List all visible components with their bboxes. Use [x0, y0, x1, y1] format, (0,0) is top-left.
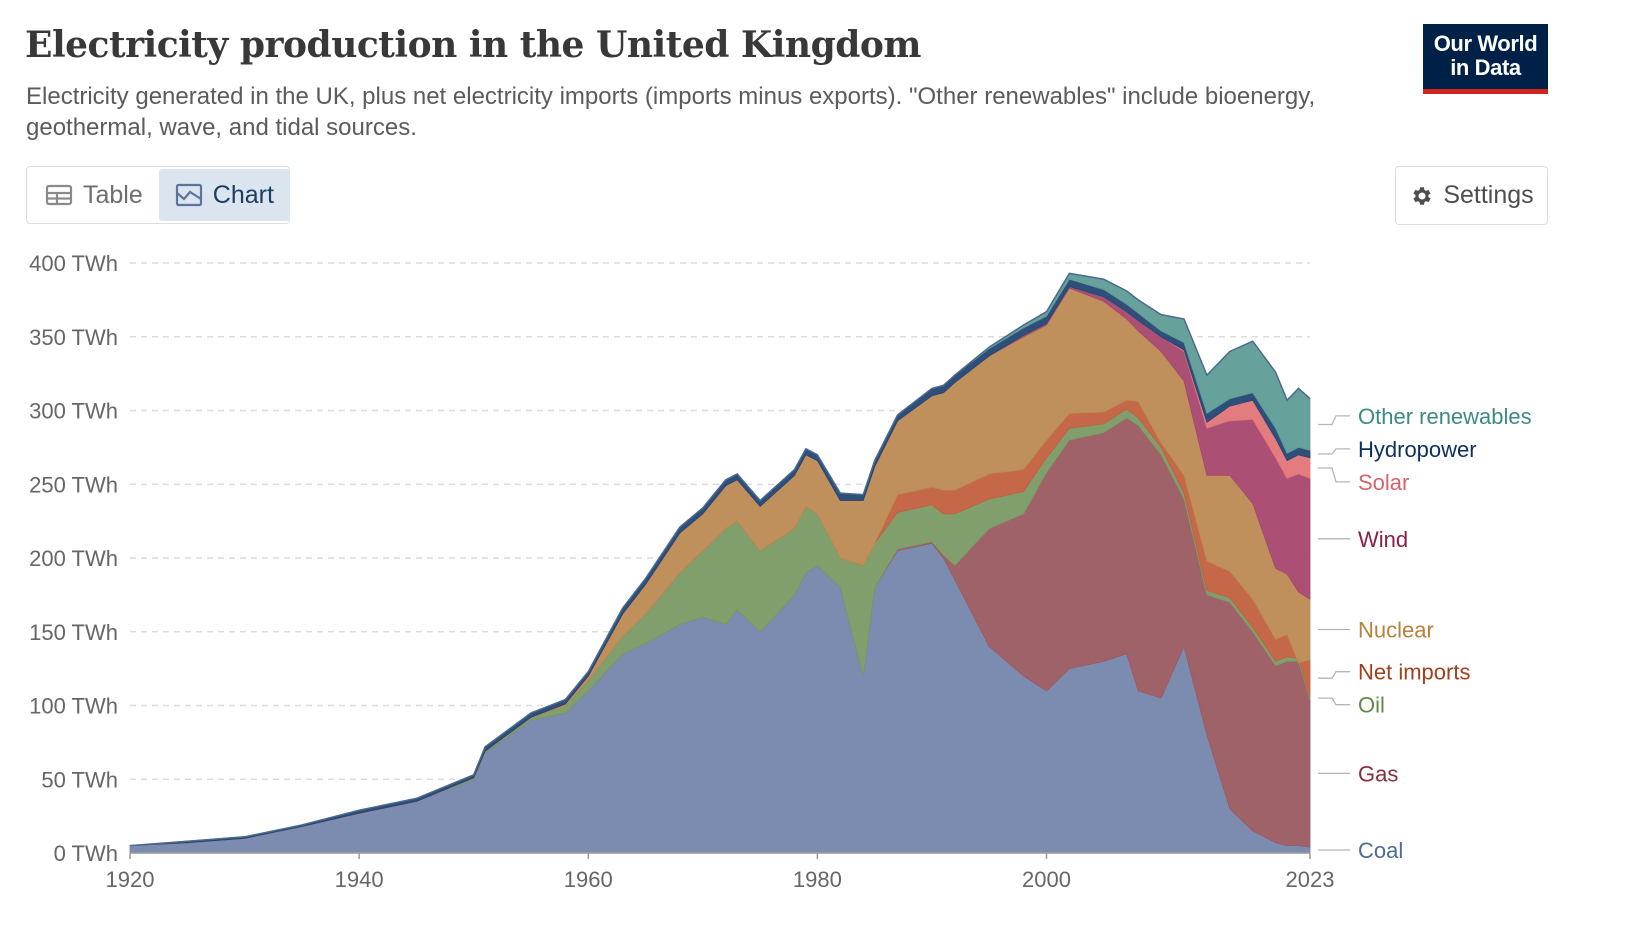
- y-tick-label: 100 TWh: [29, 694, 118, 719]
- series-label-hydropower[interactable]: Hydropower: [1358, 437, 1477, 462]
- series-label-gas[interactable]: Gas: [1358, 761, 1398, 786]
- stacked-areas: [129, 272, 1311, 854]
- stack-top-line: [129, 272, 1311, 847]
- logo-line-2: in Data: [1450, 55, 1521, 80]
- label-connector: [1318, 697, 1350, 706]
- label-connector: [1318, 415, 1350, 426]
- series-label-nuclear[interactable]: Nuclear: [1358, 618, 1434, 643]
- series-labels: Other renewables Hydropower Solar Wind Nucle…: [1318, 404, 1532, 863]
- y-tick-label: 250 TWh: [29, 472, 118, 497]
- view-tabs: Table Chart: [26, 166, 290, 224]
- x-tick-label: 1960: [564, 867, 613, 892]
- series-label-solar[interactable]: Solar: [1358, 470, 1409, 495]
- label-connector: [1318, 671, 1350, 679]
- label-connector: [1318, 448, 1350, 455]
- x-tick-label: 1980: [793, 867, 842, 892]
- table-icon: [45, 184, 73, 206]
- series-label-other-renewables[interactable]: Other renewables: [1358, 404, 1532, 429]
- x-tick-label: 1940: [335, 867, 384, 892]
- x-tick-label: 2023: [1286, 867, 1335, 892]
- y-tick-label: 400 TWh: [29, 251, 118, 276]
- label-connector: [1318, 467, 1350, 483]
- logo-line-1: Our World: [1433, 31, 1538, 56]
- tab-chart[interactable]: Chart: [158, 169, 290, 221]
- x-tick-label: 2000: [1022, 867, 1071, 892]
- y-tick-label: 0 TWh: [54, 841, 118, 866]
- y-tick-label: 50 TWh: [41, 767, 118, 792]
- tab-chart-label: Chart: [212, 180, 274, 209]
- gear-icon: [1413, 186, 1431, 205]
- owid-logo[interactable]: Our World in Data: [1423, 24, 1548, 94]
- settings-label: Settings: [1443, 181, 1534, 209]
- series-label-oil[interactable]: Oil: [1358, 693, 1385, 718]
- settings-button[interactable]: Settings: [1395, 166, 1548, 225]
- chart-subtitle: Electricity generated in the UK, plus ne…: [26, 83, 1316, 141]
- tab-table-label: Table: [83, 180, 143, 209]
- chart-title: Electricity production in the United Kin…: [25, 24, 922, 66]
- x-tick-label: 1920: [106, 867, 155, 892]
- y-axis-ticks: 0 TWh 50 TWh 100 TWh 150 TWh 200 TWh 250 TWh 3…: [29, 251, 118, 866]
- series-label-wind[interactable]: Wind: [1358, 527, 1408, 552]
- y-tick-label: 300 TWh: [29, 399, 118, 424]
- series-label-net-imports[interactable]: Net imports: [1358, 660, 1470, 685]
- tab-table[interactable]: Table: [29, 169, 159, 221]
- y-tick-label: 350 TWh: [29, 325, 118, 350]
- y-tick-label: 150 TWh: [29, 620, 118, 645]
- chart-icon: [175, 183, 202, 207]
- y-tick-label: 200 TWh: [29, 546, 118, 571]
- x-axis-ticks: 1920 1940 1960 1980 2000 2023: [106, 852, 1335, 892]
- series-label-coal[interactable]: Coal: [1358, 838, 1403, 863]
